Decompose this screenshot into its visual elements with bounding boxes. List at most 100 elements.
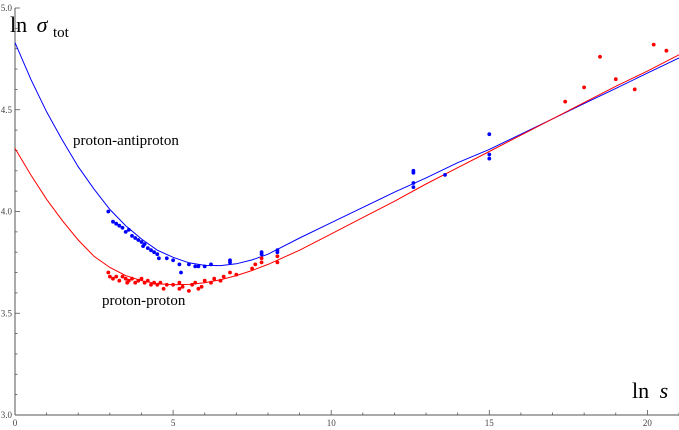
- data-point-proton-proton: [111, 276, 115, 281]
- y-axis-title: ln σ tot: [10, 12, 70, 41]
- y-axis-title-symbol: σ: [37, 12, 49, 37]
- data-point-proton-antiproton: [411, 185, 416, 190]
- data-point-proton-proton: [228, 270, 232, 275]
- data-point-proton-proton: [130, 276, 134, 281]
- y-axis-title-prefix: ln: [10, 12, 27, 37]
- data-points: [106, 42, 669, 293]
- data-point-proton-antiproton: [114, 221, 119, 226]
- tick-labels: 0 5 10 15 20 3.0 3.5 4.0 4.5 5.0: [1, 3, 653, 428]
- data-point-proton-antiproton: [142, 242, 147, 247]
- x-tick-label: 10: [327, 418, 337, 428]
- data-point-proton-proton: [193, 280, 198, 285]
- data-point-proton-antiproton: [411, 168, 416, 173]
- y-tick-label: 3.0: [1, 410, 13, 420]
- data-point-proton-proton: [117, 278, 122, 283]
- data-point-proton-proton: [126, 278, 131, 283]
- data-point-proton-proton: [234, 272, 239, 277]
- data-point-proton-proton: [598, 54, 602, 59]
- data-point-proton-proton: [582, 85, 586, 90]
- axes: [14, 8, 679, 416]
- data-point-proton-proton: [142, 280, 147, 285]
- data-point-proton-proton: [155, 282, 160, 287]
- data-point-proton-proton: [136, 278, 141, 283]
- data-point-proton-antiproton: [411, 181, 416, 185]
- data-point-proton-proton: [106, 270, 111, 275]
- data-point-proton-antiproton: [149, 248, 153, 253]
- x-axis-title-prefix: ln: [632, 378, 649, 403]
- data-point-proton-proton: [632, 87, 637, 92]
- y-tick-label: 3.5: [1, 308, 13, 318]
- data-point-proton-proton: [218, 278, 223, 283]
- data-point-proton-antiproton: [157, 256, 161, 261]
- data-point-proton-proton: [613, 77, 618, 82]
- y-tick-label: 4.0: [1, 207, 13, 217]
- series-label-proton-antiproton: proton-antiproton: [73, 133, 179, 149]
- series-label-proton-proton: proton-proton: [102, 293, 186, 309]
- data-point-proton-proton: [202, 278, 207, 283]
- data-point-proton-proton: [120, 274, 125, 279]
- chart-labels: ln σ tot ln s proton-antiproton proton-p…: [10, 12, 668, 403]
- data-point-proton-proton: [253, 262, 258, 267]
- data-point-proton-antiproton: [133, 236, 138, 240]
- data-point-proton-proton: [212, 276, 217, 281]
- data-point-proton-antiproton: [136, 238, 141, 242]
- data-point-proton-proton: [259, 260, 264, 265]
- y-tick-label: 5.0: [1, 3, 13, 13]
- data-point-proton-antiproton: [196, 264, 201, 269]
- y-axis-title-subscript: tot: [53, 25, 70, 41]
- data-point-proton-proton: [108, 274, 112, 279]
- fit-curve-proton-antiproton: [14, 42, 679, 267]
- x-tick-label: 5: [171, 418, 176, 428]
- data-point-proton-proton: [275, 260, 280, 265]
- data-point-proton-proton: [259, 256, 264, 261]
- data-point-proton-antiproton: [487, 132, 492, 137]
- data-point-proton-proton: [196, 286, 201, 291]
- data-point-proton-proton: [250, 266, 255, 271]
- data-point-proton-antiproton: [145, 246, 150, 251]
- data-point-proton-proton: [180, 284, 185, 289]
- data-point-proton-proton: [145, 278, 150, 283]
- data-point-proton-proton: [114, 274, 119, 279]
- data-point-proton-proton: [123, 276, 128, 281]
- data-point-proton-antiproton: [111, 219, 115, 224]
- data-point-proton-proton: [161, 286, 166, 291]
- fit-curve-proton-proton: [14, 54, 679, 286]
- data-point-proton-proton: [133, 280, 138, 285]
- data-point-proton-proton: [152, 280, 157, 285]
- data-point-proton-proton: [190, 282, 195, 287]
- data-point-proton-antiproton: [164, 256, 169, 261]
- data-point-proton-proton: [275, 254, 280, 259]
- data-point-proton-proton: [139, 276, 144, 281]
- tick-marks: [14, 7, 679, 416]
- x-tick-label: 20: [643, 418, 653, 428]
- data-point-proton-proton: [171, 282, 176, 287]
- data-point-proton-antiproton: [177, 262, 182, 267]
- data-point-proton-antiproton: [179, 270, 183, 275]
- data-point-proton-antiproton: [187, 262, 191, 267]
- data-point-proton-proton: [158, 280, 163, 285]
- data-point-proton-antiproton: [152, 250, 157, 255]
- data-point-proton-antiproton: [123, 230, 128, 234]
- data-point-proton-proton: [563, 99, 568, 104]
- data-point-proton-antiproton: [155, 252, 160, 257]
- data-point-proton-antiproton: [202, 264, 207, 269]
- data-point-proton-antiproton: [487, 156, 492, 161]
- data-point-proton-antiproton: [443, 173, 447, 177]
- data-point-proton-proton: [177, 286, 182, 291]
- data-point-proton-proton: [209, 280, 213, 285]
- data-point-proton-proton: [187, 289, 191, 293]
- data-point-proton-antiproton: [139, 240, 144, 244]
- data-point-proton-antiproton: [126, 227, 131, 232]
- x-tick-label: 15: [485, 418, 495, 428]
- data-point-proton-antiproton: [209, 262, 213, 267]
- data-point-proton-antiproton: [275, 248, 280, 253]
- data-point-proton-proton: [177, 280, 182, 285]
- x-axis-title-symbol: s: [660, 378, 669, 403]
- data-point-proton-proton: [199, 284, 204, 289]
- fit-curves: [14, 42, 679, 286]
- data-point-proton-proton: [164, 282, 169, 287]
- data-point-proton-antiproton: [106, 209, 111, 214]
- data-point-proton-antiproton: [193, 264, 198, 269]
- data-point-proton-antiproton: [228, 258, 232, 263]
